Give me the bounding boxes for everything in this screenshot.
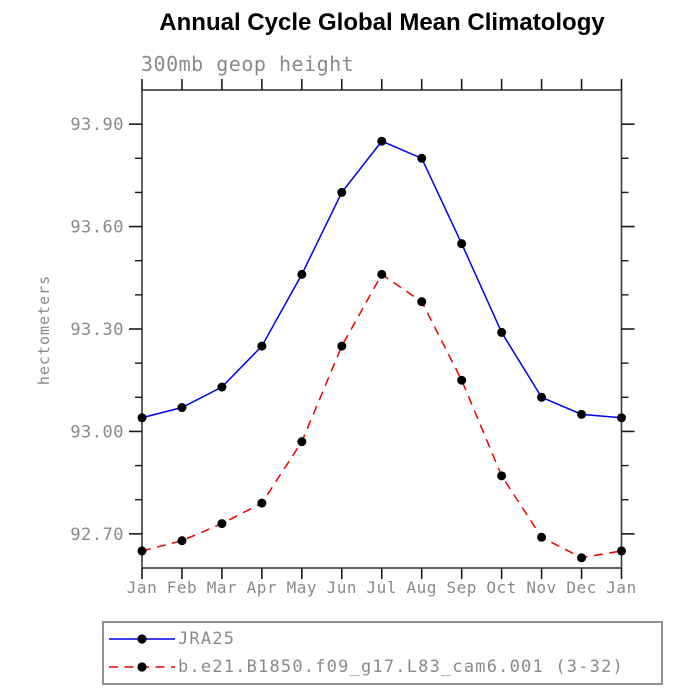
x-tick-labels: Jan Feb Mar Apr May Jun Jul Aug Sep Oct Nov Dec Jan xyxy=(127,578,636,597)
legend-label-jra25: JRA25 xyxy=(178,628,236,649)
series-model-markers xyxy=(137,269,626,563)
legend-box: JRA25 b.e21.B1850.f09_g17.L83_cam6.001 (… xyxy=(102,621,663,685)
svg-text:Jan: Jan xyxy=(127,578,157,597)
svg-text:92.70: 92.70 xyxy=(70,525,124,545)
svg-text:Aug: Aug xyxy=(407,578,437,597)
svg-text:Jan: Jan xyxy=(606,578,636,597)
svg-text:Apr: Apr xyxy=(247,578,277,597)
svg-text:Jun: Jun xyxy=(327,578,357,597)
series-model-line xyxy=(141,273,622,559)
legend-label-model: b.e21.B1850.f09_g17.L83_cam6.001 (3-32) xyxy=(178,657,624,678)
svg-text:Oct: Oct xyxy=(486,578,516,597)
chart-subtitle: 300mb geop height xyxy=(141,52,355,76)
legend-line-sample-dashed xyxy=(109,662,175,672)
legend-line-sample-solid xyxy=(109,634,175,644)
svg-text:Feb: Feb xyxy=(167,578,197,597)
legend-item-jra25: JRA25 xyxy=(107,626,661,652)
series-jra25-markers xyxy=(137,136,626,423)
svg-text:93.90: 93.90 xyxy=(70,115,124,135)
y-tick-labels: 93.90 93.60 93.30 93.00 92.70 xyxy=(70,115,124,545)
chart-title: Annual Cycle Global Mean Climatology xyxy=(159,9,605,36)
series-jra25-line xyxy=(141,140,622,419)
svg-text:Nov: Nov xyxy=(526,578,556,597)
axis-box xyxy=(141,89,623,569)
svg-text:Jul: Jul xyxy=(367,578,397,597)
legend-item-model: b.e21.B1850.f09_g17.L83_cam6.001 (3-32) xyxy=(107,654,661,680)
svg-text:Mar: Mar xyxy=(207,578,237,597)
svg-text:May: May xyxy=(287,578,317,597)
x-ticks xyxy=(141,79,623,579)
svg-text:Sep: Sep xyxy=(446,578,476,597)
svg-text:93.60: 93.60 xyxy=(70,218,124,238)
svg-text:93.00: 93.00 xyxy=(70,422,124,442)
y-ticks xyxy=(129,123,635,535)
svg-text:Dec: Dec xyxy=(566,578,596,597)
svg-text:93.30: 93.30 xyxy=(70,320,124,340)
